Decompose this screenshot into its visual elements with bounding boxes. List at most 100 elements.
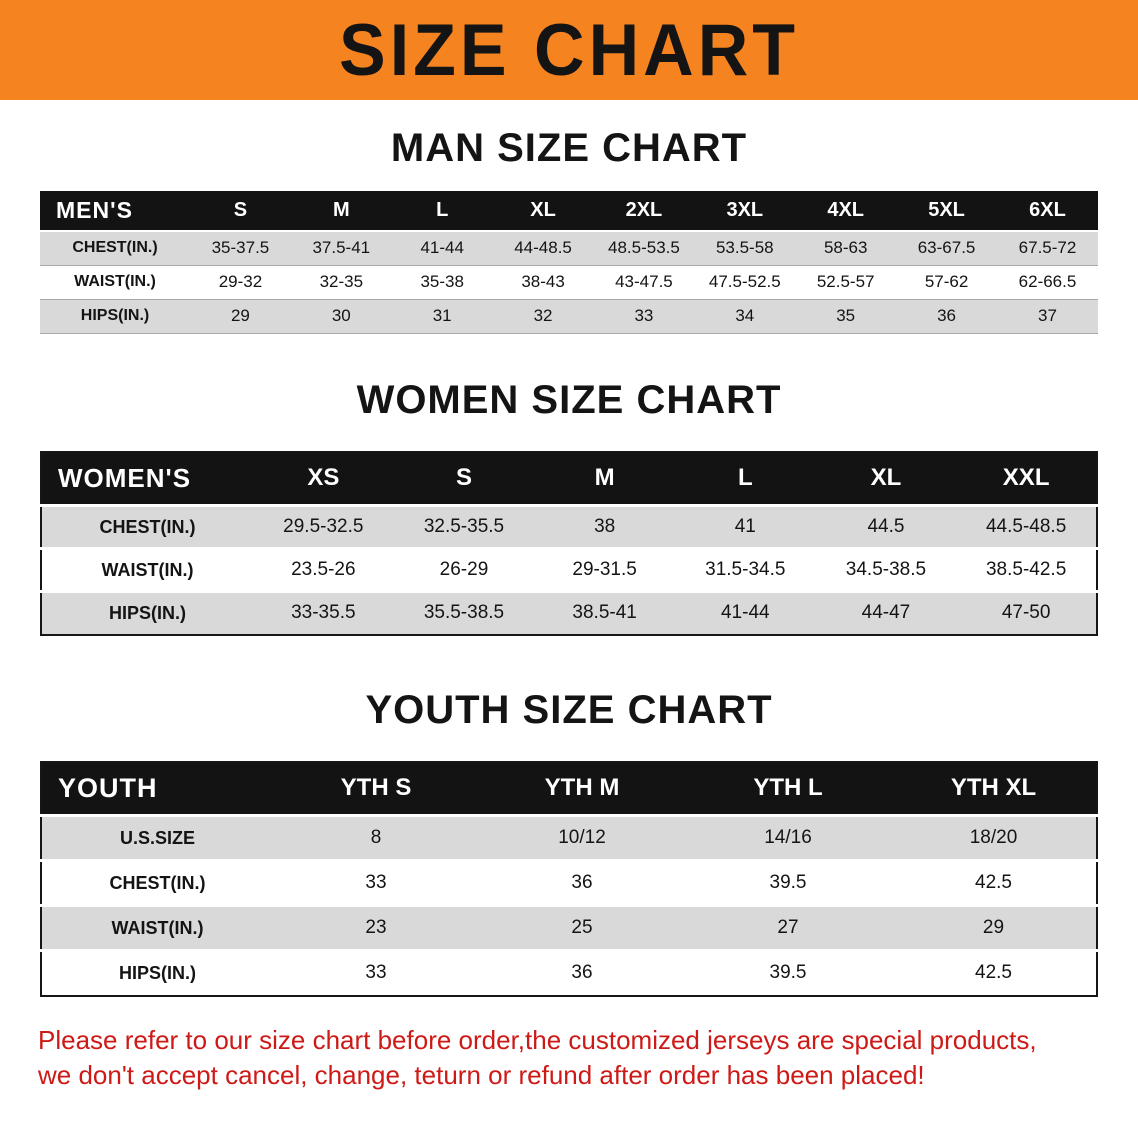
- measurement-value-cell: 37.5-41: [312, 238, 371, 258]
- measurement-value-cell: 42.5: [975, 872, 1012, 893]
- measurement-label-cell: CHEST(IN.): [72, 239, 158, 257]
- measurement-value-cell: 48.5-53.5: [608, 238, 680, 258]
- women-section-heading: WOMEN SIZE CHART: [356, 377, 782, 422]
- measurement-label-cell: CHEST(IN.): [99, 516, 196, 537]
- measurement-value-cell: 31: [432, 306, 452, 325]
- men-section-heading: MAN SIZE CHART: [390, 126, 748, 170]
- measurement-value-cell: 38-43: [521, 272, 565, 291]
- measurement-value-cell: 44.5-48.5: [985, 516, 1067, 537]
- measurement-value-cell: 29: [230, 306, 250, 325]
- banner: SIZE CHART: [0, 0, 1138, 100]
- measurement-row: WAIST(IN.) 23.5-26 26-29 29-31.5 31.5-34.5 34…: [41, 548, 1097, 592]
- measurement-label-cell: CHEST(IN.): [109, 872, 206, 893]
- measurement-label-cell: HIPS(IN.): [108, 602, 186, 623]
- measurement-label-cell: WAIST(IN.): [111, 917, 204, 938]
- measurement-row: HIPS(IN.) 29 30 31 32 33 34 35 36 37: [40, 299, 1098, 333]
- measurement-value-cell: 34: [735, 306, 755, 325]
- measurement-value-cell: 39.5: [769, 962, 807, 984]
- measurement-value-cell: 57-62: [924, 272, 969, 291]
- size-header-cell: 3XL: [694, 191, 796, 231]
- women-size-table: WOMEN'S XS S M L XL XXL CHEST(IN.) 29.5-32.5 32.5…: [40, 450, 1098, 636]
- measurement-value-cell: 35-37.5: [211, 238, 270, 258]
- size-header-cell: 6XL: [997, 191, 1098, 231]
- measurement-value-cell: 53.5-58: [715, 238, 774, 258]
- measurement-value-cell: 44-47: [861, 602, 911, 624]
- table-title-cell: WOMEN'S: [41, 451, 253, 506]
- size-header-cell: YTH L: [685, 761, 891, 816]
- size-header-cell: 2XL: [593, 191, 695, 231]
- measurement-value-cell: 33: [365, 872, 387, 893]
- measurement-value-cell: 38: [594, 516, 616, 537]
- size-header-cell: YTH S: [273, 761, 479, 816]
- measurement-value-cell: 8: [370, 827, 382, 848]
- measurement-row: CHEST(IN.) 33 36 39.5 42.5: [41, 860, 1097, 906]
- measurement-value-cell: 33: [365, 962, 387, 984]
- size-header-cell: 4XL: [795, 191, 897, 231]
- measurement-row: U.S.SIZE 8 10/12 14/16 18/20: [41, 815, 1097, 861]
- size-header-cell: XS: [253, 451, 394, 506]
- table-title-cell: YOUTH: [41, 761, 273, 816]
- size-header-cell: S: [190, 191, 291, 231]
- banner-title: SIZE CHART: [339, 9, 799, 91]
- size-header-cell: M: [290, 191, 392, 231]
- table-header-row: MEN'S S M L XL 2XL 3XL 4XL 5XL 6XL: [40, 191, 1098, 231]
- table-header-row: WOMEN'S XS S M L XL XXL: [41, 451, 1097, 506]
- size-header-cell: XL: [492, 191, 594, 231]
- measurement-label-cell: HIPS(IN.): [118, 962, 196, 983]
- measurement-value-cell: 33-35.5: [291, 602, 356, 624]
- measurement-value-cell: 35.5-38.5: [423, 602, 505, 624]
- measurement-row: CHEST(IN.) 29.5-32.5 32.5-35.5 38 41 44.5 44.5…: [41, 505, 1097, 549]
- measurement-value-cell: 35: [836, 306, 856, 325]
- measurement-value-cell: 41-44: [420, 238, 464, 258]
- measurement-label-cell: WAIST(IN.): [101, 559, 194, 580]
- measurement-value-cell: 38.5-42.5: [985, 559, 1067, 580]
- measurement-row: HIPS(IN.) 33 36 39.5 42.5: [41, 950, 1097, 996]
- size-header-cell: XL: [815, 451, 957, 506]
- measurement-value-cell: 39.5: [769, 872, 807, 893]
- measurement-value-cell: 62-66.5: [1018, 272, 1077, 291]
- measurement-value-cell: 26-29: [439, 559, 489, 580]
- measurement-value-cell: 52.5-57: [816, 272, 875, 291]
- measurement-value-cell: 38.5-41: [572, 602, 637, 624]
- measurement-value-cell: 23.5-26: [291, 559, 356, 580]
- size-chart-page: SIZE CHART MAN SIZE CHART MEN'S S M L XL 2XL 3…: [0, 0, 1138, 1090]
- measurement-value-cell: 23: [365, 917, 387, 938]
- measurement-value-cell: 29-32: [218, 272, 263, 291]
- youth-section: YOUTH SIZE CHART YOUTH YTH S YTH M YTH L YTH…: [0, 688, 1138, 997]
- measurement-value-cell: 36: [571, 962, 593, 984]
- size-header-cell: L: [391, 191, 493, 231]
- men-section: MAN SIZE CHART MEN'S S M L XL 2XL 3XL 4XL 5XL 6XL…: [0, 126, 1138, 334]
- measurement-value-cell: 29-31.5: [572, 559, 637, 580]
- size-header-cell: L: [674, 451, 816, 506]
- measurement-value-cell: 37: [1038, 306, 1057, 325]
- measurement-value-cell: 58-63: [823, 238, 868, 258]
- measurement-value-cell: 41: [734, 516, 756, 537]
- youth-section-heading: YOUTH SIZE CHART: [365, 687, 773, 732]
- measurement-value-cell: 25: [571, 917, 593, 938]
- measurement-value-cell: 10/12: [558, 827, 606, 848]
- measurement-value-cell: 29: [982, 917, 1005, 938]
- measurement-value-cell: 36: [937, 306, 957, 325]
- measurement-value-cell: 44.5: [867, 516, 905, 537]
- measurement-label-cell: WAIST(IN.): [74, 273, 156, 290]
- measurement-value-cell: 42.5: [975, 962, 1012, 984]
- measurement-value-cell: 32: [533, 306, 553, 325]
- measurement-row: CHEST(IN.) 35-37.5 37.5-41 41-44 44-48.5 48.5…: [40, 231, 1098, 265]
- measurement-value-cell: 30: [331, 306, 351, 325]
- measurement-value-cell: 67.5-72: [1018, 238, 1077, 258]
- measurement-value-cell: 27: [777, 917, 799, 938]
- measurement-value-cell: 47-50: [1001, 602, 1051, 624]
- measurement-value-cell: 29.5-32.5: [283, 516, 364, 537]
- measurement-row: HIPS(IN.) 33-35.5 35.5-38.5 38.5-41 41-44 44-…: [41, 591, 1097, 635]
- measurement-value-cell: 44-48.5: [514, 238, 572, 258]
- size-header-cell: YTH XL: [891, 761, 1097, 816]
- measurement-value-cell: 33: [634, 306, 654, 325]
- measurement-value-cell: 47.5-52.5: [708, 272, 781, 291]
- youth-size-table: YOUTH YTH S YTH M YTH L YTH XL U.S.SIZE 8 10/12…: [40, 760, 1098, 997]
- measurement-row: WAIST(IN.) 29-32 32-35 35-38 38-43 43-47.5 47.…: [40, 265, 1098, 299]
- size-header-cell: M: [534, 451, 675, 506]
- measurement-value-cell: 34.5-38.5: [845, 559, 927, 580]
- table-header-row: YOUTH YTH S YTH M YTH L YTH XL: [41, 761, 1097, 816]
- measurement-value-cell: 43-47.5: [615, 272, 673, 291]
- measurement-value-cell: 63-67.5: [917, 238, 976, 258]
